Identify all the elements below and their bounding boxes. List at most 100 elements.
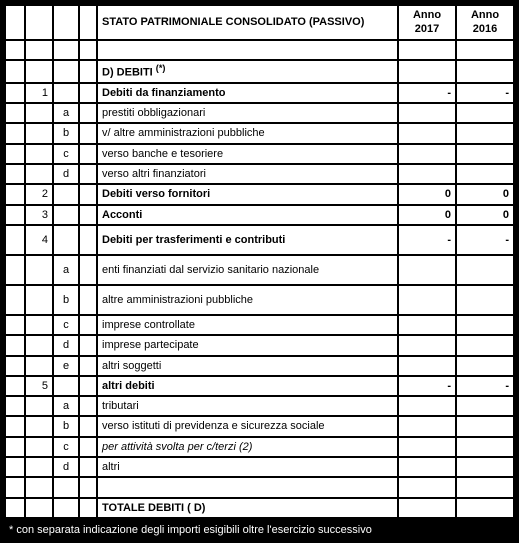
table-row: ealtri soggetti bbox=[5, 356, 514, 376]
row-value-2016 bbox=[456, 416, 514, 436]
row-value-2017 bbox=[398, 285, 456, 315]
total-v1 bbox=[398, 498, 456, 518]
section-title: D) DEBITI (*) bbox=[97, 60, 398, 83]
header-row: STATO PATRIMONIALE CONSOLIDATO (PASSIVO)… bbox=[5, 5, 514, 40]
table-row: cverso banche e tesoriere bbox=[5, 144, 514, 164]
row-label: Debiti verso fornitori bbox=[97, 184, 398, 204]
row-label: per attività svolta per c/terzi (2) bbox=[97, 437, 398, 457]
cell-a bbox=[5, 184, 25, 204]
row-value-2017: - bbox=[398, 376, 456, 396]
row-value-2016: - bbox=[456, 83, 514, 103]
cell-d bbox=[79, 396, 97, 416]
cell-d bbox=[79, 255, 97, 285]
cell-a bbox=[5, 255, 25, 285]
table-row: d verso altri finanziatori bbox=[5, 164, 514, 184]
row-value-2016 bbox=[456, 144, 514, 164]
row-value-2017 bbox=[398, 103, 456, 123]
row-subletter: a bbox=[53, 255, 79, 285]
row-value-2016: 0 bbox=[456, 205, 514, 225]
row-subletter: d bbox=[53, 164, 79, 184]
row-value-2017: - bbox=[398, 225, 456, 255]
cell-d bbox=[79, 205, 97, 225]
cell-d bbox=[79, 376, 97, 396]
blank-row bbox=[5, 477, 514, 497]
row-value-2016 bbox=[456, 255, 514, 285]
cell-a bbox=[5, 144, 25, 164]
cell-d bbox=[79, 144, 97, 164]
row-subletter: d bbox=[53, 335, 79, 355]
row-number: 4 bbox=[25, 225, 53, 255]
row-value-2017 bbox=[398, 416, 456, 436]
cell-a bbox=[5, 285, 25, 315]
total-row: TOTALE DEBITI ( D) bbox=[5, 498, 514, 518]
row-subletter bbox=[53, 225, 79, 255]
table-row: dimprese partecipate bbox=[5, 335, 514, 355]
row-subletter: b bbox=[53, 285, 79, 315]
row-label: verso altri finanziatori bbox=[97, 164, 398, 184]
row-number: 2 bbox=[25, 184, 53, 204]
footnote: * con separata indicazione degli importi… bbox=[5, 518, 514, 539]
row-value-2016 bbox=[456, 285, 514, 315]
cell-d bbox=[79, 437, 97, 457]
footnote-row: * con separata indicazione degli importi… bbox=[5, 518, 514, 539]
row-value-2016: - bbox=[456, 376, 514, 396]
row-label: enti finanziati dal servizio sanitario n… bbox=[97, 255, 398, 285]
cell-a bbox=[5, 123, 25, 143]
cell-d bbox=[79, 416, 97, 436]
row-value-2017 bbox=[398, 396, 456, 416]
cell-d bbox=[79, 457, 97, 477]
table-row: 4Debiti per trasferimenti e contributi-- bbox=[5, 225, 514, 255]
row-value-2017 bbox=[398, 255, 456, 285]
table-row: cimprese controllate bbox=[5, 315, 514, 335]
row-subletter: a bbox=[53, 396, 79, 416]
cell-a bbox=[5, 164, 25, 184]
rows-body: 1Debiti da finanziamento--aprestiti obbl… bbox=[5, 83, 514, 477]
table-row: bverso istituti di previdenza e sicurezz… bbox=[5, 416, 514, 436]
row-subletter: a bbox=[53, 103, 79, 123]
row-number bbox=[25, 396, 53, 416]
row-number bbox=[25, 315, 53, 335]
table-row: 5altri debiti-- bbox=[5, 376, 514, 396]
row-number bbox=[25, 335, 53, 355]
row-value-2017 bbox=[398, 437, 456, 457]
row-value-2016 bbox=[456, 123, 514, 143]
row-subletter bbox=[53, 83, 79, 103]
cell-a bbox=[5, 103, 25, 123]
row-number bbox=[25, 255, 53, 285]
balance-sheet-table: STATO PATRIMONIALE CONSOLIDATO (PASSIVO)… bbox=[4, 4, 515, 539]
row-value-2016 bbox=[456, 356, 514, 376]
row-number: 3 bbox=[25, 205, 53, 225]
row-value-2017 bbox=[398, 164, 456, 184]
row-subletter: c bbox=[53, 437, 79, 457]
header-year1: Anno 2017 bbox=[398, 5, 456, 40]
section-row: D) DEBITI (*) bbox=[5, 60, 514, 83]
cell-d bbox=[79, 103, 97, 123]
cell-d bbox=[79, 335, 97, 355]
cell-a bbox=[5, 205, 25, 225]
row-value-2017 bbox=[398, 315, 456, 335]
cell-d bbox=[79, 356, 97, 376]
cell-d bbox=[79, 184, 97, 204]
row-number bbox=[25, 356, 53, 376]
row-value-2017 bbox=[398, 356, 456, 376]
row-value-2017: - bbox=[398, 83, 456, 103]
table-row: atributari bbox=[5, 396, 514, 416]
row-value-2016 bbox=[456, 396, 514, 416]
row-label: prestiti obbligazionari bbox=[97, 103, 398, 123]
row-value-2016: - bbox=[456, 225, 514, 255]
cell-d bbox=[79, 164, 97, 184]
cell-d bbox=[79, 123, 97, 143]
cell-a bbox=[5, 457, 25, 477]
row-number bbox=[25, 285, 53, 315]
row-label: verso istituti di previdenza e sicurezza… bbox=[97, 416, 398, 436]
table-row: 1Debiti da finanziamento-- bbox=[5, 83, 514, 103]
table-row: bv/ altre amministrazioni pubbliche bbox=[5, 123, 514, 143]
row-number bbox=[25, 416, 53, 436]
row-number bbox=[25, 123, 53, 143]
header-year2: Anno 2016 bbox=[456, 5, 514, 40]
cell-a bbox=[5, 315, 25, 335]
row-number bbox=[25, 103, 53, 123]
cell-d bbox=[79, 315, 97, 335]
row-subletter: c bbox=[53, 315, 79, 335]
blank-row bbox=[5, 40, 514, 60]
